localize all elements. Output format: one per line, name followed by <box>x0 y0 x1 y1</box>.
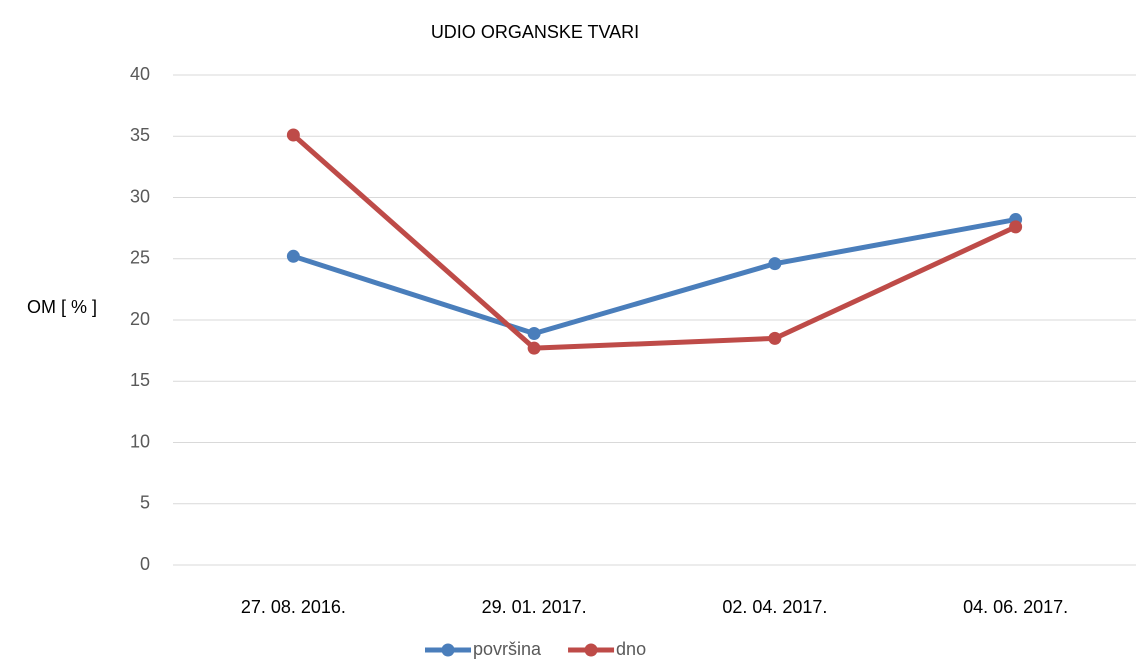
x-tick-label: 04. 06. 2017. <box>963 597 1068 617</box>
y-tick-label: 40 <box>130 64 150 84</box>
y-tick-label: 5 <box>140 493 150 513</box>
legend-marker <box>441 643 455 657</box>
y-axis-label: OM [ % ] <box>27 297 97 317</box>
data-point <box>286 249 300 263</box>
data-point <box>768 257 782 271</box>
x-tick-label: 27. 08. 2016. <box>241 597 346 617</box>
y-tick-label: 15 <box>130 370 150 390</box>
data-point <box>286 128 300 142</box>
data-point <box>527 341 541 355</box>
legend-label: dno <box>616 639 646 659</box>
y-tick-label: 20 <box>130 309 150 329</box>
y-tick-label: 25 <box>130 248 150 268</box>
y-tick-label: 10 <box>130 431 150 451</box>
series-line <box>290 217 1019 336</box>
x-tick-label: 29. 01. 2017. <box>482 597 587 617</box>
x-tick-label: 02. 04. 2017. <box>722 597 827 617</box>
legend-label: površina <box>473 639 542 659</box>
data-point <box>527 326 541 340</box>
data-point <box>768 331 782 345</box>
y-tick-label: 30 <box>130 186 150 206</box>
series-line <box>290 132 1019 351</box>
y-tick-label: 35 <box>130 125 150 145</box>
data-point <box>1009 220 1023 234</box>
legend-marker <box>584 643 598 657</box>
chart-title: UDIO ORGANSKE TVARI <box>431 22 639 42</box>
y-tick-label: 0 <box>140 554 150 574</box>
